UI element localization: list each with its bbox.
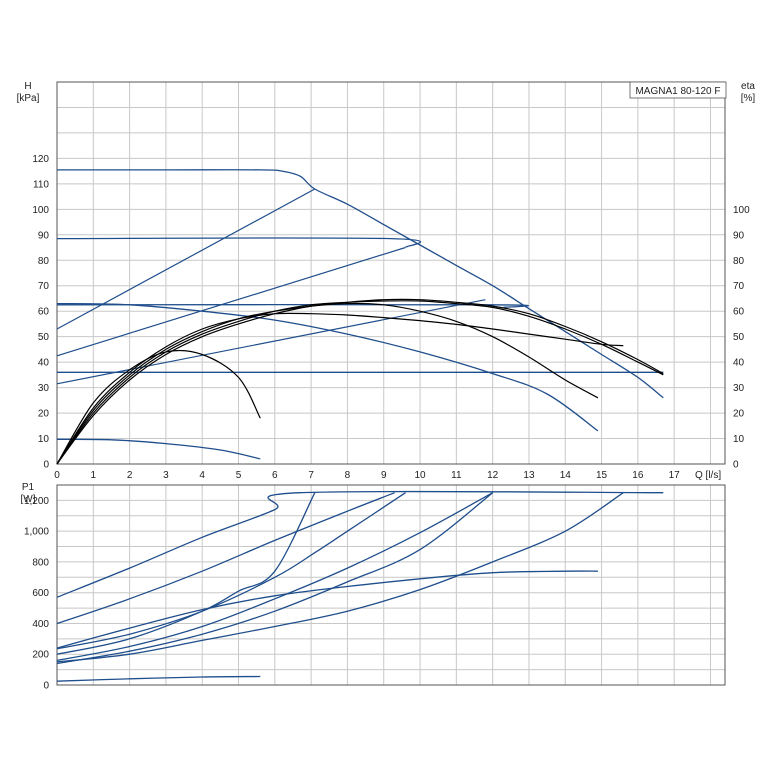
x-tick-label: 11 — [451, 470, 462, 481]
y2-tick-label: 10 — [733, 434, 745, 445]
efficiency-curve — [56, 302, 599, 465]
y-tick-label: 40 — [38, 358, 50, 369]
y-axis-unit-power: [W] — [21, 494, 36, 505]
y2-tick-label: 0 — [733, 460, 739, 471]
x-tick-label: 4 — [199, 470, 205, 481]
y2-tick-label: 80 — [733, 256, 745, 267]
x-tick-label: 1 — [91, 470, 97, 481]
y-axis-label-head: H — [24, 81, 31, 92]
x-tick-label: 5 — [236, 470, 242, 481]
x-tick-label: 10 — [414, 470, 426, 481]
head-curve — [56, 237, 422, 249]
x-tick-label: 0 — [54, 470, 60, 481]
y-tick-label: 120 — [32, 154, 49, 165]
head-curve — [56, 302, 599, 432]
y2-tick-label: 90 — [733, 230, 745, 241]
y-tick-label-power: 600 — [32, 588, 49, 599]
y-tick-label-power: 800 — [32, 557, 49, 568]
y2-tick-label: 60 — [733, 307, 745, 318]
power-curve — [56, 492, 624, 663]
x-tick-label: 14 — [560, 470, 572, 481]
y-tick-label: 20 — [38, 409, 50, 420]
y-tick-label-power: 1,200 — [24, 496, 49, 507]
power-chart-ticks: 0 200 400 600 800 1,000 1,200 — [24, 496, 49, 692]
system-curve — [56, 188, 316, 330]
power-curve — [56, 570, 598, 649]
x-tick-label: 17 — [669, 470, 681, 481]
x-tick-label: 15 — [596, 470, 608, 481]
y2-tick-label: 100 — [733, 205, 750, 216]
y-tick-label: 80 — [38, 256, 50, 267]
y-tick-label-power: 200 — [32, 650, 49, 661]
y-tick-label-power: 400 — [32, 619, 49, 630]
head-curve — [57, 169, 664, 399]
head-chart-curves — [56, 169, 664, 465]
y-tick-label: 110 — [33, 179, 49, 190]
y2-tick-label: 70 — [733, 281, 745, 292]
y2-axis-label-eta: eta — [741, 81, 755, 92]
x-tick-label: 2 — [127, 470, 133, 481]
power-curve — [56, 492, 316, 655]
y2-tick-label: 30 — [733, 383, 745, 394]
chart-title: MAGNA1 80-120 F — [635, 86, 720, 97]
y-tick-label: 70 — [38, 281, 50, 292]
y2-tick-label: 40 — [733, 358, 745, 369]
efficiency-curve — [56, 298, 664, 465]
y-tick-label-power: 0 — [43, 681, 49, 692]
head-chart-ticks: 0102030405060708090100110120010203040506… — [32, 154, 750, 481]
system-curve — [56, 299, 486, 385]
y-tick-label: 0 — [43, 460, 49, 471]
x-tick-label: 16 — [632, 470, 644, 481]
efficiency-curve — [56, 349, 261, 465]
y-tick-label: 100 — [32, 205, 49, 216]
y-tick-label: 50 — [38, 332, 50, 343]
y2-axis-unit-eta: [%] — [741, 93, 756, 104]
chart-title-box — [629, 81, 727, 99]
x-axis-label-flow: Q [l/s] — [695, 470, 721, 481]
power-curve — [56, 675, 261, 682]
system-curve — [56, 246, 406, 357]
x-tick-label: 6 — [272, 470, 278, 481]
x-tick-label: 8 — [345, 470, 351, 481]
y-tick-label: 30 — [38, 383, 50, 394]
x-tick-label: 9 — [381, 470, 387, 481]
y2-tick-label: 20 — [733, 409, 745, 420]
y-tick-label: 90 — [38, 230, 50, 241]
x-tick-label: 7 — [308, 470, 314, 481]
head-curve — [56, 438, 261, 460]
power-curve — [56, 492, 494, 662]
y2-tick-label: 50 — [733, 332, 745, 343]
y-tick-label-power: 1,000 — [24, 527, 49, 538]
head-chart-grid — [56, 81, 726, 465]
y-axis-unit-head: [kPa] — [17, 93, 40, 104]
x-tick-label: 12 — [487, 470, 499, 481]
y-axis-label-power: P1 — [22, 482, 35, 493]
power-curve — [56, 492, 395, 625]
x-tick-label: 13 — [523, 470, 535, 481]
y-tick-label: 60 — [38, 307, 50, 318]
power-chart-curves — [56, 490, 664, 682]
efficiency-curve — [56, 312, 624, 465]
x-tick-label: 3 — [163, 470, 169, 481]
plot-frame — [56, 81, 726, 465]
power-curve — [56, 492, 494, 665]
power-chart-grid — [56, 484, 726, 686]
efficiency-curve — [56, 300, 664, 465]
power-curve — [56, 490, 664, 598]
power-curve — [56, 492, 406, 650]
y-tick-label: 10 — [38, 434, 50, 445]
plot-frame — [56, 484, 726, 686]
head-curve — [56, 303, 529, 309]
